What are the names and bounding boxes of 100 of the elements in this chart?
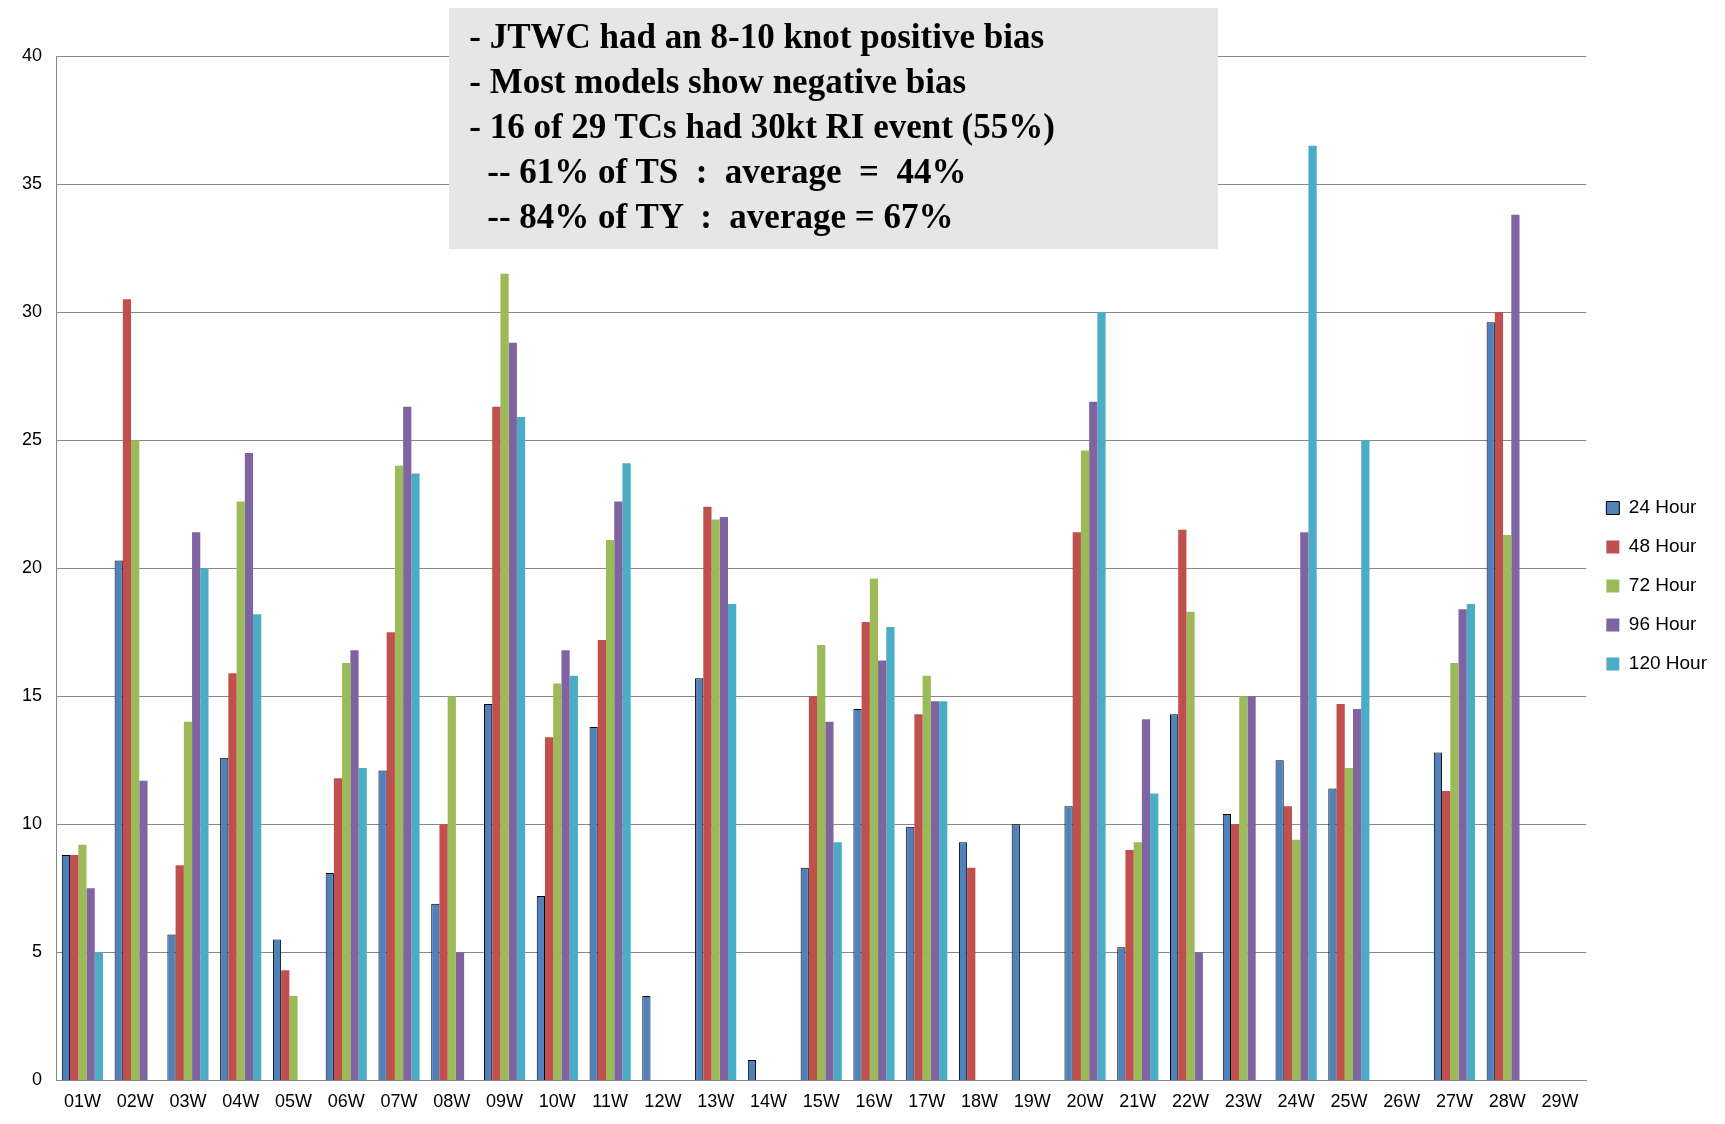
bar — [922, 675, 931, 1080]
bar — [447, 696, 456, 1080]
bar — [1308, 145, 1317, 1080]
x-tick-label: 26W — [1383, 1091, 1421, 1112]
bar — [605, 540, 615, 1080]
bar — [1141, 719, 1151, 1080]
bar — [253, 614, 262, 1080]
legend-label: 96 Hour — [1628, 613, 1698, 635]
bar — [1178, 529, 1187, 1080]
bar — [569, 675, 578, 1080]
bar — [333, 778, 343, 1080]
x-tick-label: 11W — [592, 1091, 628, 1112]
x-tick-label: 15W — [802, 1091, 840, 1112]
y-tick-label: 25 — [21, 429, 43, 450]
x-tick-label: 28W — [1488, 1091, 1526, 1112]
bar — [1503, 534, 1512, 1080]
bar — [94, 952, 103, 1080]
bar — [1080, 450, 1090, 1080]
bar — [86, 888, 95, 1080]
bar — [192, 532, 201, 1080]
y-tick-label: 0 — [32, 1069, 43, 1090]
x-tick-label: 18W — [960, 1091, 998, 1112]
x-tick-label: 22W — [1172, 1091, 1210, 1112]
bar — [1442, 791, 1451, 1080]
bar — [1150, 793, 1159, 1080]
bar — [1089, 401, 1098, 1080]
y-tick-label: 30 — [21, 301, 43, 322]
bar — [833, 842, 842, 1080]
bar — [281, 970, 290, 1080]
x-tick-label: 21W — [1119, 1091, 1157, 1112]
x-tick-label: 10W — [538, 1091, 576, 1112]
x-tick-label: 29W — [1541, 1091, 1579, 1112]
bar — [1239, 696, 1248, 1080]
bar — [411, 473, 420, 1080]
bar — [183, 721, 193, 1080]
bar — [1125, 849, 1134, 1080]
x-tick-label: 06W — [327, 1091, 365, 1112]
bar — [1336, 703, 1345, 1080]
bar — [244, 452, 254, 1080]
bar — [544, 737, 554, 1080]
bar — [825, 721, 834, 1080]
bar — [808, 696, 818, 1080]
bar — [817, 645, 826, 1080]
text: - JTWC had an 8-10 knot positive bias — [469, 17, 1045, 56]
y-tick-label: 40 — [21, 44, 43, 65]
annotation: - Most models show negative bias — [469, 61, 968, 103]
bar — [394, 465, 404, 1080]
y-tick-label: 5 — [32, 941, 43, 962]
x-tick-label: 03W — [169, 1091, 207, 1112]
bar — [553, 683, 562, 1080]
bar — [1511, 214, 1520, 1080]
bar — [1247, 696, 1256, 1080]
x-tick-label: 04W — [222, 1091, 260, 1112]
bar — [1283, 806, 1292, 1080]
bar — [597, 639, 606, 1080]
bar — [939, 701, 948, 1080]
legend-label: 24 Hour — [1628, 496, 1698, 518]
bar — [175, 865, 184, 1080]
bar — [1494, 312, 1504, 1080]
legend-label: 72 Hour — [1628, 574, 1698, 596]
bar — [711, 519, 720, 1080]
bar — [1194, 952, 1203, 1080]
y-tick-label: 10 — [21, 813, 43, 834]
bar — [350, 650, 359, 1080]
y-tick-label: 20 — [21, 557, 43, 578]
bar — [289, 995, 298, 1080]
bar — [1458, 609, 1467, 1080]
bar — [1344, 767, 1353, 1080]
bar — [886, 627, 895, 1080]
legend-label: 48 Hour — [1628, 535, 1698, 557]
y-tick-label: 15 — [21, 685, 43, 706]
bar — [561, 650, 570, 1080]
x-tick-label: 24W — [1277, 1091, 1315, 1112]
x-tick-label: 09W — [486, 1091, 524, 1112]
x-tick-label: 02W — [116, 1091, 154, 1112]
x-tick-label: 27W — [1435, 1091, 1473, 1112]
bar — [516, 417, 526, 1080]
bar — [70, 855, 79, 1080]
x-tick-label: 14W — [749, 1091, 787, 1112]
bar — [1466, 604, 1475, 1080]
x-tick-label: 20W — [1066, 1091, 1104, 1112]
x-tick-label: 05W — [274, 1091, 312, 1112]
bar — [1352, 709, 1362, 1080]
bar — [492, 406, 501, 1080]
x-tick-label: 12W — [644, 1091, 682, 1112]
bar — [342, 662, 351, 1080]
bar — [1186, 611, 1195, 1080]
annotation: -- 61% of TS : average = 44% — [486, 151, 968, 193]
bar — [622, 463, 631, 1080]
x-tick-label: 23W — [1224, 1091, 1262, 1112]
bar — [1230, 824, 1240, 1080]
bar — [78, 844, 87, 1080]
x-tick-label: 01W — [63, 1091, 101, 1112]
bar — [1072, 532, 1081, 1080]
bar — [1097, 312, 1106, 1080]
x-tick-label: 13W — [697, 1091, 735, 1112]
bar — [727, 604, 737, 1080]
bar — [131, 440, 140, 1080]
bar — [455, 952, 465, 1080]
bar — [703, 506, 712, 1080]
